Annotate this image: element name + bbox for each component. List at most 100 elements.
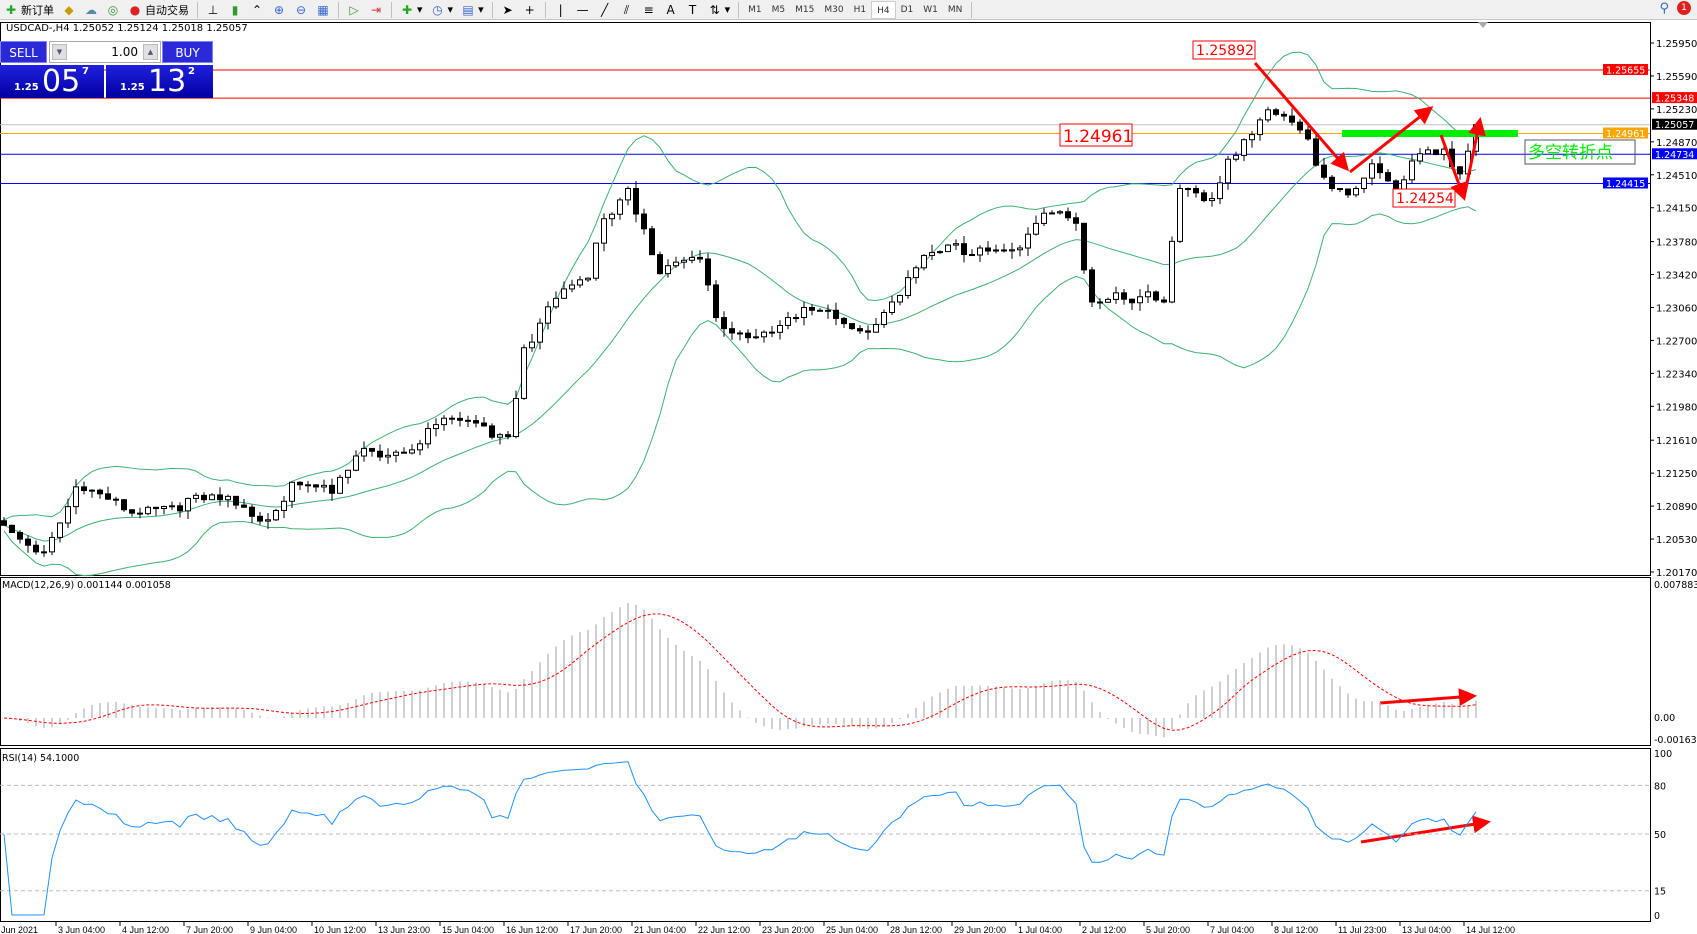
bull-candle [49,536,55,553]
trendline-button[interactable]: ╱ [594,1,616,19]
timeframe-bar: M1 M5 M15 M30 H1 H4 D1 W1 MN [743,0,967,19]
arrows-button[interactable]: ⇅ ▾ [709,2,731,17]
channel-button[interactable]: ⫽ [616,1,638,19]
timeframe-m1[interactable]: M1 [748,4,762,15]
periods-button[interactable]: ◷ ▾ [432,2,454,17]
bull-candle [1041,212,1047,224]
timeframe-h1[interactable]: H1 [853,4,867,15]
sell-price[interactable]: 1.25 05 7 [0,65,104,98]
history-button[interactable]: ◆ [58,1,80,19]
time-tick-label: 10 Jun 12:00 [314,925,366,934]
divider [338,1,339,18]
bear-candle [81,486,87,492]
time-tick-label: 8 Jul 12:00 [1274,925,1318,934]
time-tick-label: Jun 2021 [1,925,38,934]
turning-point-label: 多空转折点 [1528,143,1613,163]
chart-canvas[interactable]: 1.25950 1.25590 1.25230 1.24870 1.24510 1.241… [0,20,1697,934]
horizontal-line-button[interactable]: — [572,1,594,19]
bear-candle [1297,121,1303,131]
candlestick-button[interactable]: ▮ [224,1,246,19]
search-icon[interactable]: ⚲ [1659,1,1669,16]
main-chart-frame [0,22,1651,576]
history-icon: ◆ [64,2,74,17]
divider [971,1,973,18]
bear-candle [241,504,247,508]
price-tick-label: 1.23060 [1656,303,1697,314]
lot-size-input[interactable]: ▼ 1.00 ▲ [49,41,161,63]
time-tick-label: 3 Jun 04:00 [58,925,105,934]
bull-candle [1361,177,1367,190]
lot-value: 1.00 [111,45,138,59]
vertical-line-button[interactable]: | [550,1,572,19]
trendline-icon: ╱ [600,2,609,17]
auto-trading-button[interactable]: ● 自动交易 [124,1,193,19]
divider [544,1,546,18]
tile-windows-button[interactable]: ▦ [312,1,334,19]
bull-candle [393,451,399,456]
price-level-label: 1.24415 [1606,179,1645,190]
sell-button[interactable]: SELL [0,41,47,63]
bear-candle [9,524,15,534]
price-tick-label: 1.20530 [1656,535,1697,546]
buy-price[interactable]: 1.25 13 2 [106,65,213,98]
bear-candle [1313,138,1319,166]
rsi-line [3,761,1477,916]
bear-candle [1129,298,1135,304]
bull-candle [513,397,519,438]
buy-button[interactable]: BUY [162,41,213,63]
market-watch-button[interactable]: ☁ [80,1,102,19]
timeframe-mn[interactable]: MN [947,4,963,15]
bull-candle [193,494,199,499]
new-order-button[interactable]: ✚ 新订单 [0,1,58,19]
bear-candle [457,417,463,421]
bull-candle [545,306,551,324]
text-label-icon: T [688,2,697,17]
bull-candle [521,347,527,399]
price-level-box [1652,92,1697,104]
timeframe-d1[interactable]: D1 [900,4,914,15]
text-button[interactable]: A [660,1,682,19]
cursor-button[interactable]: ➤ [497,1,519,19]
fibonacci-button[interactable]: ≡ [638,1,660,19]
lot-increase-button[interactable]: ▲ [143,44,158,60]
timeframe-m30[interactable]: M30 [824,4,844,15]
bear-candle [153,506,159,510]
bear-candle [1193,188,1199,194]
bull-candle [873,324,879,333]
bull-candle [537,322,543,343]
crosshair-button[interactable]: + [519,1,541,19]
bull-candle [801,306,807,319]
time-tick-label: 7 Jul 04:00 [1210,925,1254,934]
bear-candle [1089,269,1095,303]
bull-candle [585,277,591,281]
bear-candle [217,494,223,501]
zoom-in-icon: ⊕ [273,2,285,17]
price-tick-label: 1.25950 [1656,39,1697,50]
bear-candle [505,434,511,438]
time-tick-label: 9 Jun 04:00 [250,925,297,934]
zoom-in-button[interactable]: ⊕ [268,1,290,19]
bull-candle [281,500,287,511]
bear-candle [657,254,663,275]
text-label-button[interactable]: T [682,1,704,19]
bull-candle [1145,291,1151,298]
timeframe-m15[interactable]: M15 [795,4,815,15]
bar-chart-button[interactable]: ⊥ [202,1,224,19]
templates-button[interactable]: ▤ ▾ [462,2,484,17]
auto-scroll-button[interactable]: ▷ [343,1,365,19]
price-level-label: 1.25057 [1655,120,1694,131]
chart-header: USDCAD-,H4 1.25052 1.25124 1.25018 1.250… [6,23,248,34]
bear-candle [641,213,647,230]
notification-badge[interactable]: 1 [1677,1,1691,15]
timeframe-h4[interactable]: H4 [871,0,896,19]
timeframe-m5[interactable]: M5 [771,4,786,15]
bull-candle [881,312,887,326]
lot-decrease-button[interactable]: ▼ [52,44,67,60]
signals-button[interactable]: ◎ [102,1,124,19]
line-chart-button[interactable]: ⌃ [246,1,268,19]
chart-shift-button[interactable]: ⇥ [365,1,387,19]
indicators-button[interactable]: ✚ ▾ [401,2,423,17]
bull-candle [609,213,615,220]
timeframe-w1[interactable]: W1 [923,4,938,15]
zoom-out-button[interactable]: ⊖ [290,1,312,19]
